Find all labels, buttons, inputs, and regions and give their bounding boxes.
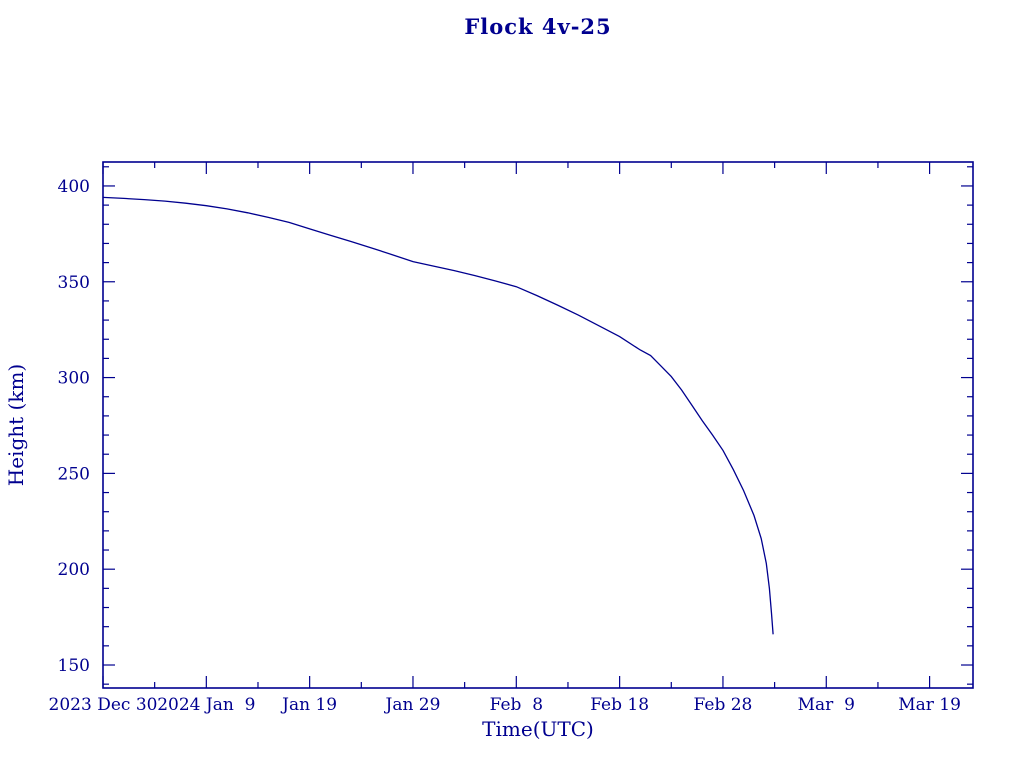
plot-frame [102, 161, 974, 689]
y-tick-label: 300 [58, 369, 90, 389]
y-tick-label: 200 [58, 560, 90, 580]
height-curve [102, 196, 774, 635]
x-tick-label: Mar 19 [898, 695, 961, 715]
x-tick-label: Feb 28 [694, 695, 753, 715]
x-tick-label: Feb 8 [490, 695, 543, 715]
chart-title: Flock 4v-25 [464, 14, 612, 39]
y-tick-label: 400 [58, 177, 90, 197]
x-tick-label: Jan 19 [280, 695, 337, 715]
x-axis-title: Time(UTC) [482, 717, 594, 741]
y-tick-label: 150 [58, 656, 90, 676]
x-tick-label: Mar 9 [798, 695, 855, 715]
y-tick-label: 250 [58, 464, 90, 484]
y-tick-label: 350 [58, 273, 90, 293]
x-tick-label: 2024 Jan 9 [157, 695, 255, 715]
x-tick-label: Feb 18 [590, 695, 649, 715]
y-axis-title-text: Height (km) [4, 363, 28, 487]
x-tick-label: Jan 29 [384, 695, 441, 715]
x-tick-label: 2023 Dec 30 [49, 695, 158, 715]
